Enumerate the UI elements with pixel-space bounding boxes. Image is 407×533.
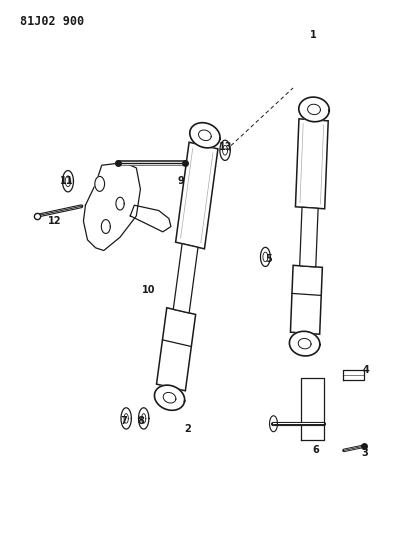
Text: 13: 13 (219, 142, 233, 151)
Polygon shape (291, 265, 322, 334)
Polygon shape (300, 207, 318, 267)
Text: 1: 1 (310, 30, 317, 39)
Polygon shape (101, 220, 110, 233)
Text: 8: 8 (137, 416, 144, 426)
Polygon shape (343, 370, 364, 380)
Polygon shape (157, 308, 196, 391)
Text: 4: 4 (363, 366, 370, 375)
Text: 7: 7 (121, 416, 127, 426)
Text: 5: 5 (265, 254, 272, 263)
Polygon shape (220, 140, 230, 160)
Polygon shape (95, 176, 105, 191)
Text: 9: 9 (178, 176, 184, 186)
Polygon shape (155, 385, 185, 410)
Polygon shape (130, 205, 171, 232)
Polygon shape (301, 378, 324, 440)
Polygon shape (175, 142, 218, 249)
Polygon shape (190, 123, 220, 148)
Text: 3: 3 (361, 448, 368, 458)
Polygon shape (289, 332, 320, 356)
Text: 81J02 900: 81J02 900 (20, 15, 85, 28)
Polygon shape (121, 408, 131, 429)
Polygon shape (260, 247, 270, 266)
Text: 12: 12 (48, 216, 62, 226)
Polygon shape (299, 97, 329, 122)
Text: 2: 2 (184, 424, 190, 434)
Polygon shape (83, 163, 140, 251)
Text: 11: 11 (60, 176, 74, 186)
Text: 10: 10 (142, 286, 155, 295)
Polygon shape (138, 408, 149, 429)
Polygon shape (295, 119, 328, 209)
Text: 6: 6 (312, 446, 319, 455)
Polygon shape (173, 244, 198, 313)
Polygon shape (63, 171, 73, 192)
Polygon shape (116, 197, 124, 210)
